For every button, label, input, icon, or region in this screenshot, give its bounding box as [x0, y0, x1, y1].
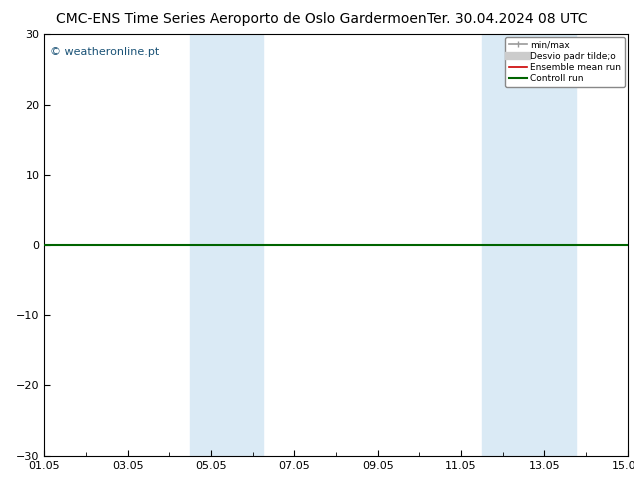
Text: Ter. 30.04.2024 08 UTC: Ter. 30.04.2024 08 UTC — [427, 12, 588, 26]
Text: CMC-ENS Time Series Aeroporto de Oslo Gardermoen: CMC-ENS Time Series Aeroporto de Oslo Ga… — [56, 12, 426, 26]
Bar — [482, 34, 576, 456]
Legend: min/max, Desvio padr tilde;o, Ensemble mean run, Controll run: min/max, Desvio padr tilde;o, Ensemble m… — [505, 37, 625, 87]
Bar — [190, 34, 263, 456]
Text: © weatheronline.pt: © weatheronline.pt — [50, 47, 160, 57]
